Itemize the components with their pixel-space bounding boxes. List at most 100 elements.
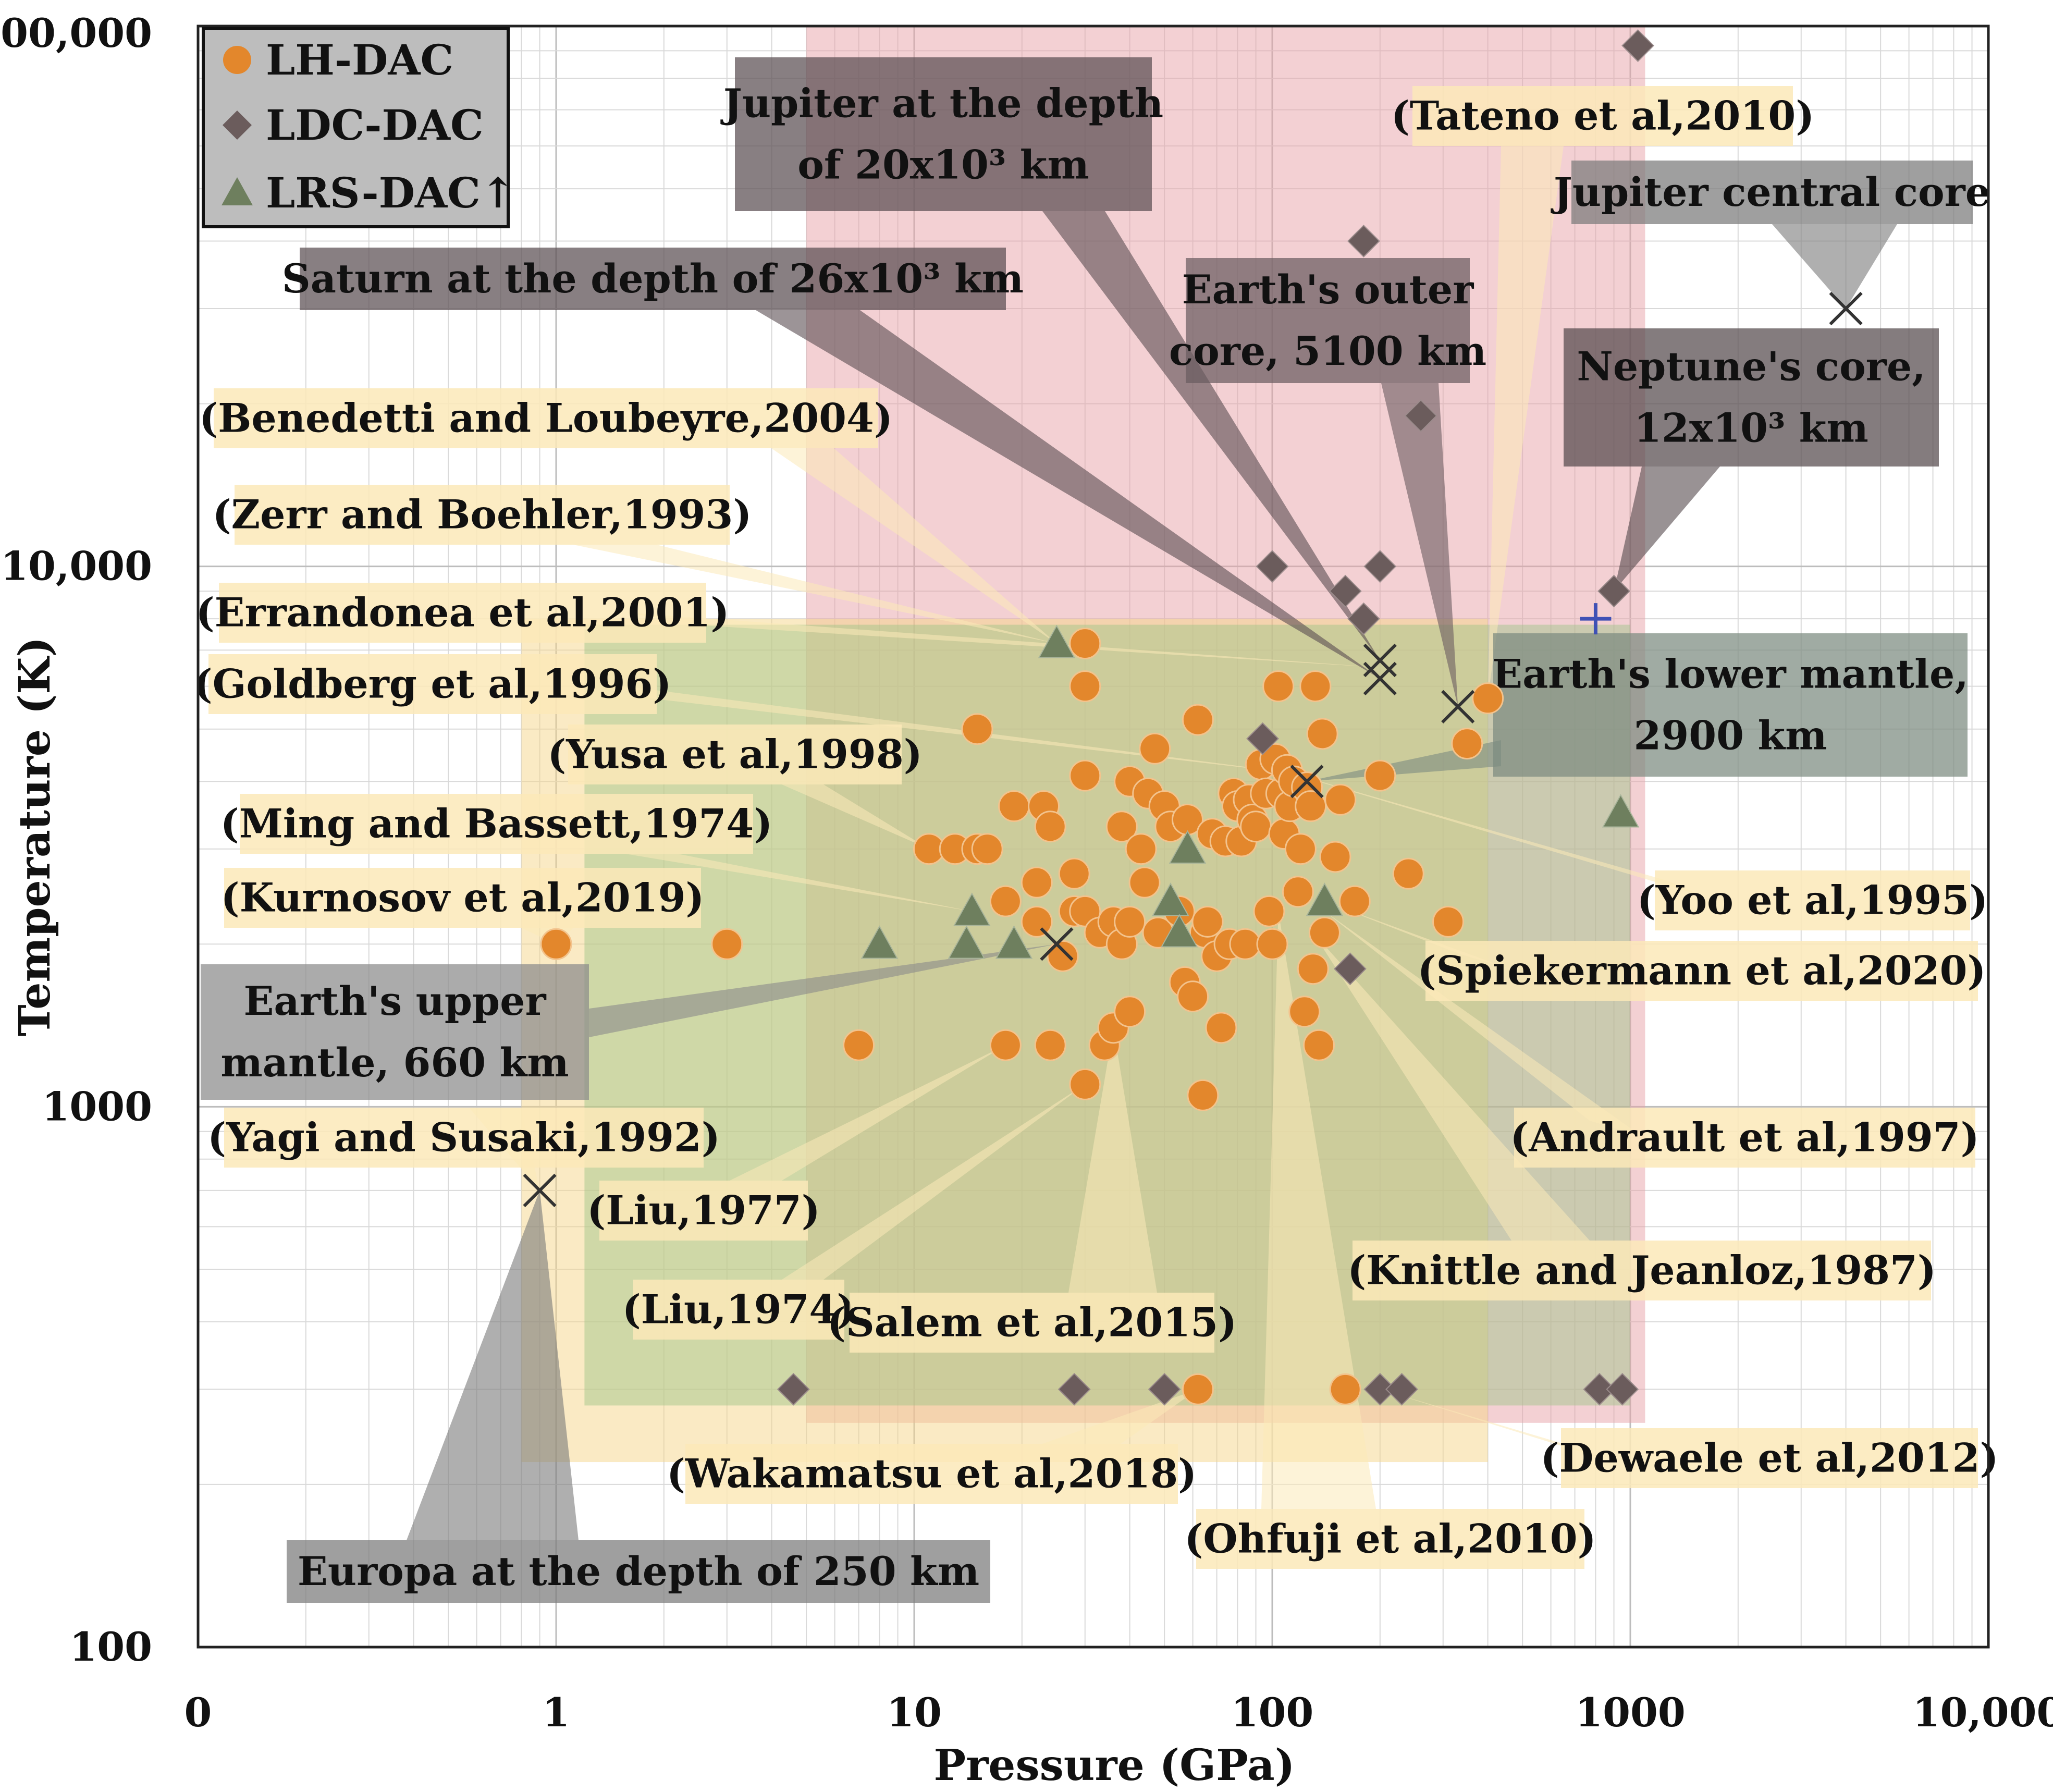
- reference-plus-marker: [1580, 603, 1612, 635]
- callout-box: [1412, 86, 1793, 146]
- callout-pointer: [589, 944, 1057, 1037]
- lh-dac-point: [1284, 833, 1317, 865]
- lh-dac-point: [1182, 704, 1214, 736]
- reference-x-marker: [1363, 643, 1397, 678]
- callout-label: (Spiekermann et al,2020): [1418, 948, 1986, 994]
- lh-dac-point: [1295, 790, 1327, 823]
- axes: [196, 24, 1990, 1649]
- lh-dac-point: [1069, 670, 1101, 703]
- callout-box: [633, 1280, 844, 1340]
- callout-pointer: [782, 1084, 1085, 1280]
- x-tick-label: 0: [185, 1689, 212, 1736]
- lh-dac-point: [1338, 885, 1371, 917]
- lh-dac-point: [1319, 841, 1351, 873]
- lh-dac-point: [1069, 759, 1101, 792]
- callout-box: [1571, 161, 1973, 224]
- callout-label: Earth's upper: [243, 978, 546, 1024]
- callout-box: [1564, 328, 1939, 467]
- lh-dac-point: [1432, 905, 1465, 938]
- lh-dac-point: [1191, 905, 1224, 938]
- ldc-dac-point: [1583, 1372, 1616, 1406]
- ldc-dac-point: [1597, 574, 1630, 608]
- lrs-dac-point: [1169, 830, 1207, 864]
- callout-pointer: [1042, 1389, 1198, 1444]
- lh-dac-point: [1282, 876, 1314, 908]
- lh-dac-point: [1105, 811, 1138, 843]
- legend-label: LH-DAC: [266, 35, 453, 84]
- ldc-dac-point: [1606, 1372, 1639, 1406]
- callout-label: (Yagi and Susaki,1992): [207, 1114, 720, 1161]
- callout-label: 12x10³ km: [1634, 405, 1868, 451]
- lrs-dac-point: [995, 925, 1033, 959]
- callout-box: [735, 57, 1152, 211]
- lh-dac-point: [1240, 811, 1272, 843]
- legend-label: LDC-DAC: [266, 101, 484, 150]
- ldc-dac-point: [1363, 550, 1397, 583]
- lh-dac-point: [1177, 980, 1209, 1013]
- callout-pointer: [599, 683, 1313, 776]
- lh-dac-point: [1069, 1068, 1101, 1100]
- callout-pointer: [625, 612, 1380, 668]
- callout-pointer: [771, 448, 1057, 644]
- callout-pointer: [1042, 211, 1380, 660]
- lh-dac-point: [1047, 940, 1079, 972]
- callout-label: (Yoo et al,1995): [1637, 877, 1988, 924]
- reference-x-stroke: [1441, 690, 1475, 723]
- x-tick-label: 1: [543, 1689, 570, 1736]
- x-axis-title: Pressure (GPa): [933, 1740, 1295, 1790]
- callout-box: [240, 794, 753, 854]
- lh-dac-point: [1034, 1029, 1066, 1061]
- callout-pointer: [1324, 911, 1642, 1136]
- legend-marker-triangle: [222, 177, 253, 205]
- ldc-dac-point: [1347, 602, 1380, 635]
- legend-marker-circle: [223, 46, 251, 74]
- callout-label: (Zerr and Boehler,1993): [213, 492, 752, 538]
- callout-box: [208, 654, 657, 714]
- reference-x-marker: [1290, 765, 1324, 799]
- lh-dac-point: [1392, 857, 1424, 890]
- lh-dac-point: [961, 713, 993, 745]
- lh-dac-point: [1069, 628, 1101, 660]
- lh-dac-point: [971, 833, 1003, 865]
- x-tick-label: 1000: [1575, 1689, 1686, 1736]
- callout-pointer: [1614, 467, 1720, 592]
- lh-dac-point: [989, 885, 1022, 917]
- x-tick-label: 10: [887, 1689, 942, 1736]
- lh-dac-point: [1125, 833, 1157, 865]
- data-points: [523, 29, 1863, 1406]
- callout-pointer: [1487, 146, 1564, 698]
- callout-pointer: [756, 310, 1380, 679]
- reference-x-stroke: [1363, 643, 1397, 678]
- lh-dac-point: [1034, 811, 1066, 843]
- ldc-dac-point: [1058, 1372, 1091, 1406]
- callout-label: core, 5100 km: [1169, 328, 1486, 374]
- callout-label: (Yusa et al,1998): [547, 731, 922, 778]
- reference-x-marker: [1829, 291, 1863, 326]
- callout-label: 2900 km: [1633, 713, 1827, 759]
- callout-label: (Kurnosov et al,2019): [221, 875, 705, 921]
- lrs-dac-point: [1160, 914, 1198, 948]
- callout-pointer: [625, 854, 972, 912]
- callout-label: Earth's lower mantle,: [1492, 651, 1969, 697]
- callout-pointer: [730, 1045, 1006, 1181]
- callout-pointer: [1068, 1027, 1157, 1293]
- callout-label: Jupiter at the depth: [720, 80, 1163, 127]
- lh-dac-point: [1306, 718, 1338, 750]
- ldc-dac-point: [1363, 1372, 1397, 1406]
- y-tick-label: 10,000: [1, 543, 152, 590]
- callout-label: (Goldberg et al,1996): [194, 661, 672, 707]
- legend-label: LRS-DAC↑: [266, 168, 515, 217]
- lh-dac-point: [1229, 928, 1261, 960]
- callout-pointer: [573, 545, 1057, 644]
- callouts: (Benedetti and Loubeyre,2004) (Zerr and B…: [194, 57, 1998, 1603]
- lh-dac-point: [540, 928, 572, 960]
- callout-pointer: [1261, 911, 1376, 1509]
- ldc-dac-point: [1347, 225, 1380, 257]
- lrs-dac-point: [1602, 794, 1640, 828]
- lh-dac-point: [1324, 783, 1357, 816]
- callout-box: [1186, 258, 1470, 383]
- lrs-dac-point: [1038, 624, 1076, 658]
- x-tick-label: 10,000: [1913, 1689, 2053, 1736]
- callout-box: [214, 388, 878, 448]
